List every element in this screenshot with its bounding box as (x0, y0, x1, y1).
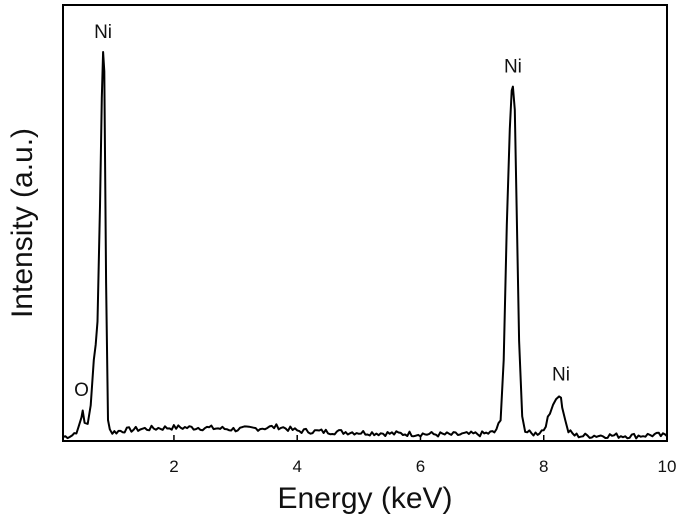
peak-label-ni-1: Ni (94, 22, 112, 43)
x-tick-label-8: 8 (539, 457, 548, 476)
peak-label-ni-3: Ni (552, 365, 570, 386)
y-axis-title: Intensity (a.u.) (6, 128, 39, 318)
x-axis-title: Energy (keV) (277, 482, 452, 515)
spectrum-line (62, 51, 668, 440)
x-axis-tick-labels: 2 4 6 8 10 (169, 457, 676, 476)
peak-label-o-0: O (74, 380, 89, 401)
x-axis-ticks (173, 435, 668, 441)
x-tick-label-10: 10 (658, 457, 677, 476)
peak-annotations: O Ni Ni Ni (74, 22, 570, 401)
peak-label-ni-2: Ni (504, 57, 522, 78)
x-tick-label-2: 2 (169, 457, 178, 476)
plot-frame (62, 4, 668, 442)
x-tick-label-4: 4 (292, 457, 301, 476)
x-tick-label-6: 6 (416, 457, 425, 476)
